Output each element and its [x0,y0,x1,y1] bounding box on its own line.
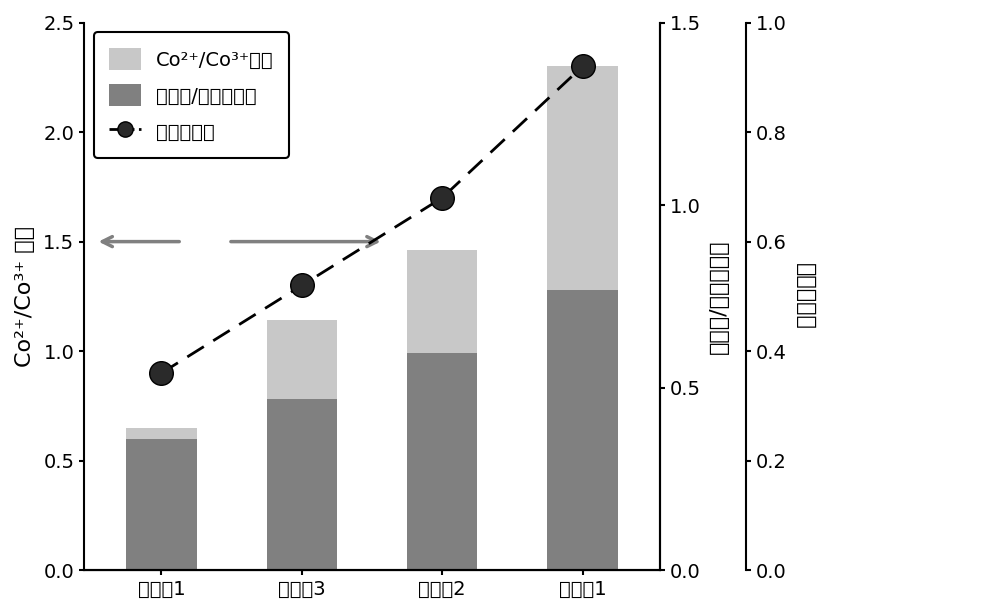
Bar [126,439,197,570]
Bar [547,290,618,570]
Bar [267,321,337,399]
Bar [126,428,197,439]
Y-axis label: 氧空位/晶格氧比例: 氧空位/晶格氧比例 [709,239,729,354]
Bar [407,354,477,570]
Y-axis label: 氧空位浓度: 氧空位浓度 [795,263,815,330]
Bar [267,399,337,570]
Legend: Co²⁺/Co³⁺比例, 氧空位/晶格氧比例, 氧空位浓度: Co²⁺/Co³⁺比例, 氧空位/晶格氧比例, 氧空位浓度 [94,32,289,158]
Bar [407,251,477,354]
Y-axis label: Co²⁺/Co³⁺ 比例: Co²⁺/Co³⁺ 比例 [15,226,35,367]
Bar [547,66,618,290]
